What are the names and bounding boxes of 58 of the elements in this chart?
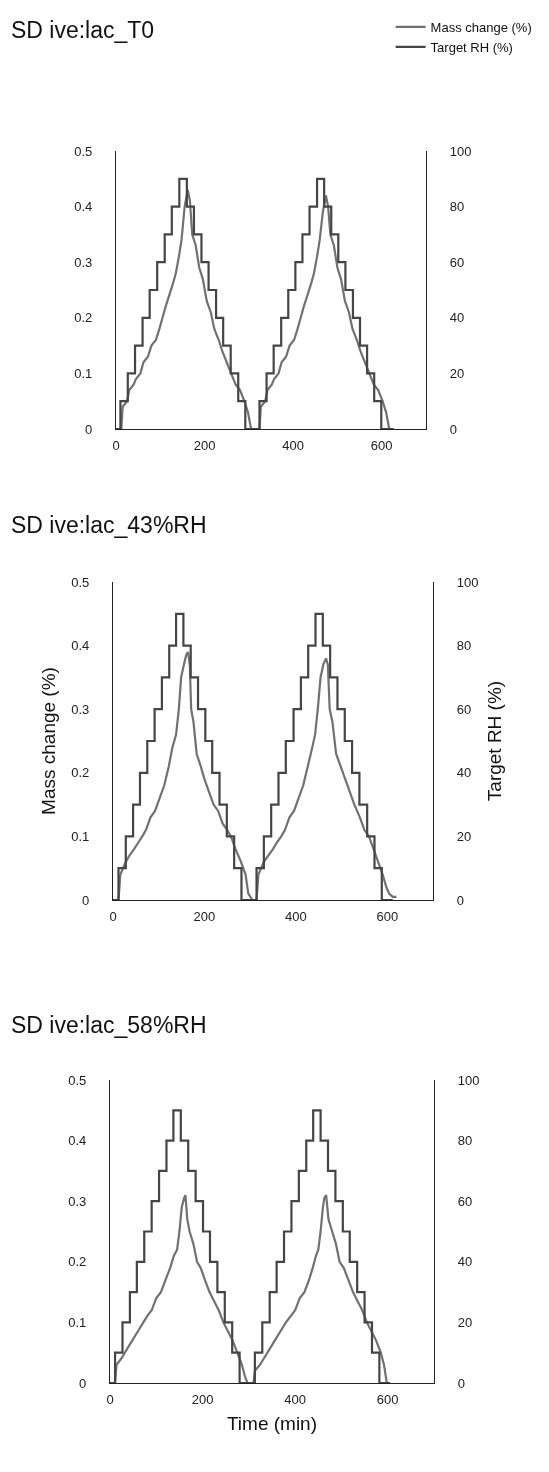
y-tick-label: 0.4 — [74, 199, 93, 215]
y-tick-label: 0 — [85, 421, 93, 437]
y-tick-label: 0.5 — [74, 143, 93, 159]
y2-tick-label: 20 — [457, 1314, 473, 1330]
chart-title: SD ive:lac_T0 — [10, 17, 155, 44]
y2-tick-label: 60 — [449, 254, 465, 270]
y2-axis-title: Target RH (%) — [484, 680, 506, 802]
y2-tick-label: 40 — [449, 310, 465, 326]
chart-title: SD ive:lac_58%RH — [10, 1012, 207, 1039]
y-tick-label: 0.4 — [71, 638, 90, 654]
y-tick-label: 0.5 — [68, 1072, 87, 1088]
legend-label: Target RH (%) — [430, 39, 513, 55]
x-tick-label: 0 — [112, 437, 120, 453]
x-tick-label: 400 — [282, 437, 304, 453]
y-tick-label: 0.5 — [71, 574, 90, 590]
y-tick-label: 0.1 — [68, 1314, 87, 1330]
x-tick-label: 600 — [370, 437, 393, 453]
x-tick-label: 200 — [191, 1391, 214, 1407]
y2-tick-label: 80 — [457, 1133, 473, 1149]
y2-tick-label: 20 — [449, 365, 465, 381]
y2-tick-label: 80 — [456, 638, 472, 654]
y-tick-label: 0.2 — [74, 310, 93, 326]
y2-tick-label: 40 — [456, 765, 472, 781]
y2-tick-label: 100 — [449, 143, 472, 159]
x-tick-label: 0 — [106, 1391, 114, 1407]
y-tick-label: 0.4 — [68, 1133, 87, 1149]
x-axis-title: Time (min) — [226, 1412, 318, 1434]
y2-tick-label: 100 — [457, 1072, 480, 1088]
chart-title: SD ive:lac_43%RH — [10, 512, 207, 539]
y-tick-label: 0.2 — [71, 765, 90, 781]
y2-tick-label: 60 — [457, 1193, 473, 1209]
y-tick-label: 0.1 — [74, 365, 93, 381]
y-tick-label: 0.3 — [74, 254, 93, 270]
y2-tick-label: 0 — [457, 1375, 465, 1391]
x-tick-label: 400 — [284, 1391, 306, 1407]
y-axis-title: Mass change (%) — [38, 667, 60, 815]
x-tick-label: 0 — [109, 908, 117, 924]
x-tick-label: 600 — [376, 908, 399, 924]
y2-tick-label: 40 — [457, 1254, 473, 1270]
x-tick-label: 600 — [376, 1391, 399, 1407]
y-tick-label: 0.3 — [71, 701, 90, 717]
y2-tick-label: 100 — [456, 574, 479, 590]
x-tick-label: 200 — [193, 908, 216, 924]
x-tick-label: 200 — [193, 437, 216, 453]
x-tick-label: 400 — [285, 908, 307, 924]
y2-tick-label: 20 — [456, 828, 472, 844]
line-series — [113, 1194, 388, 1383]
line-series — [117, 650, 398, 900]
y-tick-label: 0 — [82, 892, 90, 908]
y2-tick-label: 0 — [449, 421, 457, 437]
y-tick-label: 0.1 — [71, 828, 90, 844]
y-tick-label: 0 — [79, 1375, 87, 1391]
y2-tick-label: 60 — [456, 701, 472, 717]
y2-tick-label: 0 — [456, 892, 464, 908]
y-tick-label: 0.2 — [68, 1254, 87, 1270]
y-tick-label: 0.3 — [68, 1193, 87, 1209]
y2-tick-label: 80 — [449, 199, 465, 215]
legend-label: Mass change (%) — [430, 20, 532, 36]
